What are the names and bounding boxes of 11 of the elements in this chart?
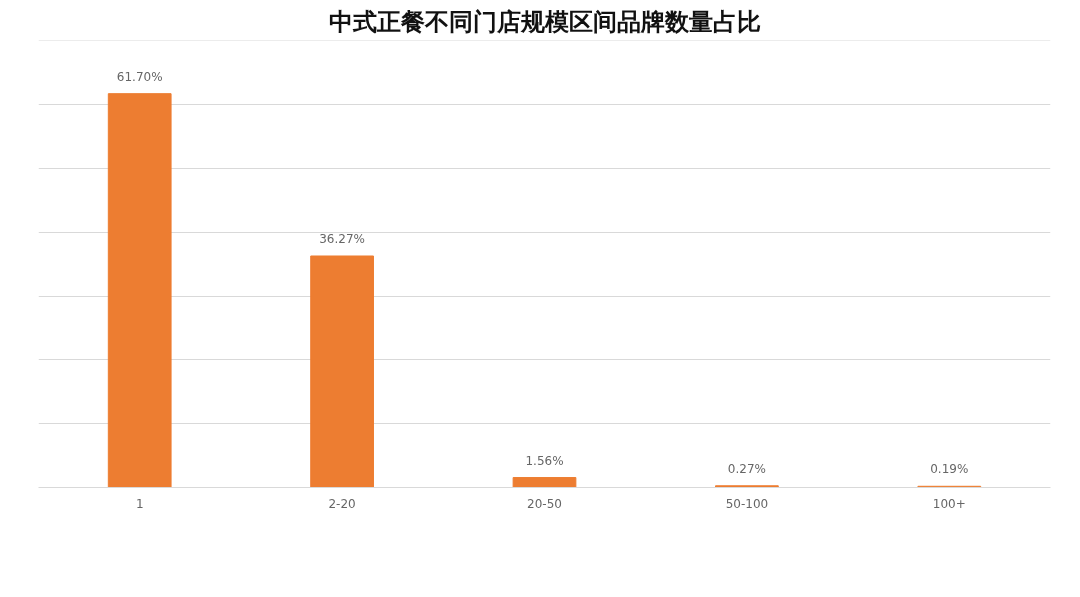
data-label: 1.56% [525, 453, 564, 468]
x-tick-label: 50-100 [725, 496, 769, 511]
x-tick-label: 1 [135, 496, 144, 511]
x-tick-label: 20-50 [527, 496, 562, 511]
x-tick-label: 2-20 [328, 496, 356, 511]
data-label: 0.19% [930, 462, 969, 477]
chart-title: 中式正餐不同门店规模区间品牌数量占比 [328, 7, 761, 36]
x-tick-label: 100+ [932, 496, 966, 511]
data-label: 36.27% [319, 231, 365, 246]
data-label: 61.70% [116, 69, 163, 84]
data-label: 0.27% [727, 461, 766, 476]
